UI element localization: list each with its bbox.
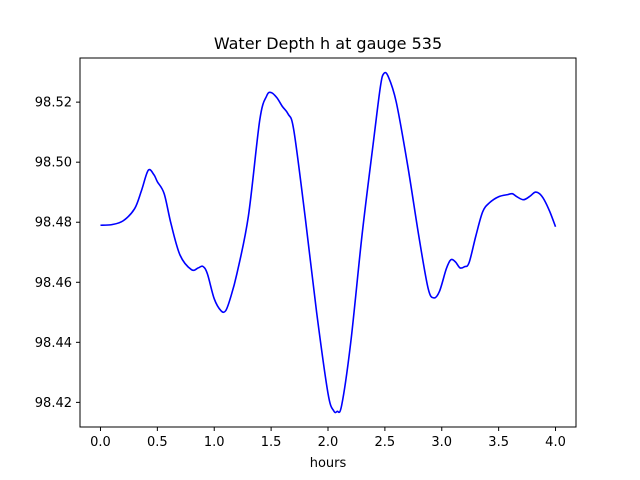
x-tick-label: 3.0 <box>431 435 452 450</box>
x-tick-label: 4.0 <box>545 435 566 450</box>
plot-area <box>79 57 577 428</box>
y-tick-label: 98.52 <box>35 96 72 111</box>
series-line-0 <box>100 71 557 414</box>
x-tick-label: 3.5 <box>488 435 509 450</box>
x-tick-label: 2.5 <box>375 435 396 450</box>
y-tick-label: 98.42 <box>35 396 72 411</box>
x-axis-label: hours <box>310 456 347 471</box>
y-axis: 98.42 98.44 98.46 98.48 98.50 98.52 <box>35 96 80 411</box>
x-tick-label: 1.0 <box>204 435 225 450</box>
x-tick-label: 2.0 <box>318 435 339 450</box>
y-tick-label: 98.46 <box>35 276 72 291</box>
x-tick-label: 0.5 <box>147 435 168 450</box>
chart-title: Water Depth h at gauge 535 <box>214 34 442 53</box>
x-tick-label: 0.0 <box>90 435 111 450</box>
y-tick-label: 98.50 <box>35 156 72 171</box>
series-layer <box>100 71 557 414</box>
y-tick-label: 98.44 <box>35 336 72 351</box>
x-tick-label: 1.5 <box>261 435 282 450</box>
y-tick-label: 98.48 <box>35 216 72 231</box>
x-axis: 0.0 0.5 1.0 1.5 2.0 2.5 3.0 3.5 4.0 <box>90 427 566 450</box>
